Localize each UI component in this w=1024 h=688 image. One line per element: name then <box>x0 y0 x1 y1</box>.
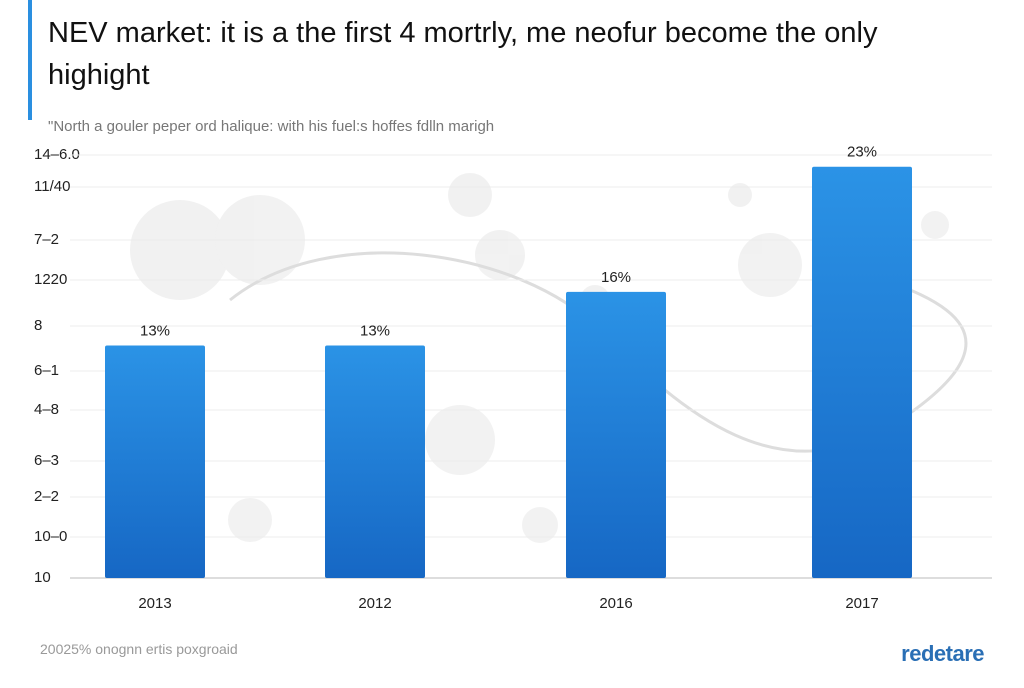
brand-logo: redetare <box>901 641 984 666</box>
y-axis-label: 4–8 <box>34 401 59 418</box>
background-curve <box>229 251 968 453</box>
data-label: 16% <box>601 269 631 286</box>
x-tick-label: 2012 <box>358 595 391 612</box>
y-axis-label: 10–0 <box>34 528 67 545</box>
y-axis-label: 7–2 <box>34 231 59 248</box>
footer-note: 20025% onognn ertis poxgroaid <box>40 641 238 657</box>
background-decoration <box>130 173 949 543</box>
bar <box>325 345 425 578</box>
y-axis-label: 11/40 <box>34 178 70 195</box>
y-axis-label: 14–6.0 <box>34 146 80 163</box>
accent-bar <box>28 0 32 120</box>
data-label: 13% <box>360 323 390 340</box>
y-axis-label: 6–1 <box>34 362 59 379</box>
y-axis-label: 2–2 <box>34 488 59 505</box>
chart-subtitle: "North a gouler peper ord halique: with … <box>48 118 495 135</box>
data-label: 23% <box>847 144 877 161</box>
chart-title: NEV market: it is a the first 4 mortrly,… <box>48 17 878 91</box>
y-axis-label: 10 <box>34 569 51 586</box>
data-label: 13% <box>140 323 170 340</box>
y-axis-label: 1220 <box>34 271 67 288</box>
x-tick-label: 2017 <box>845 595 878 612</box>
bar <box>566 291 666 578</box>
y-axis-label: 6–3 <box>34 452 59 469</box>
bar <box>105 345 205 578</box>
bar <box>812 166 912 578</box>
x-tick-label: 2016 <box>599 595 632 612</box>
x-tick-label: 2013 <box>138 595 171 612</box>
y-axis-label: 8 <box>34 317 42 334</box>
